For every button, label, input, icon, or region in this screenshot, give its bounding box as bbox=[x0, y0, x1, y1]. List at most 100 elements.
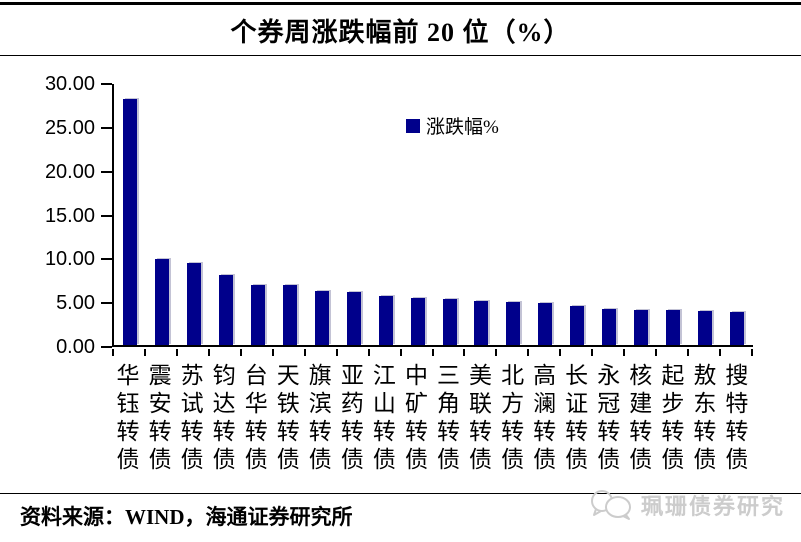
x-axis-label-char: 债 bbox=[308, 447, 332, 472]
x-axis-label-char: 铁 bbox=[276, 391, 300, 416]
x-axis-label-char: 安 bbox=[148, 391, 172, 416]
x-axis-label-char: 华 bbox=[116, 363, 140, 388]
x-axis-label: 搜特转债 bbox=[721, 362, 753, 480]
x-axis-tick bbox=[402, 349, 434, 356]
bar-钧达转债 bbox=[218, 274, 233, 345]
y-axis-tick bbox=[101, 170, 112, 173]
bar-cell bbox=[721, 84, 753, 345]
bar-永冠转债 bbox=[602, 309, 617, 345]
x-axis-tick bbox=[657, 349, 690, 356]
y-axis-tick-label: 5.00 bbox=[56, 292, 95, 315]
x-axis-label-char: 转 bbox=[597, 419, 621, 444]
x-axis-label-char: 债 bbox=[436, 447, 460, 472]
x-axis-label: 美联转债 bbox=[465, 362, 497, 480]
x-axis-tick bbox=[593, 349, 626, 356]
bar-cell bbox=[625, 84, 657, 345]
footer-divider bbox=[0, 493, 801, 494]
x-axis-label: 长证转债 bbox=[561, 362, 593, 480]
x-axis-tick bbox=[274, 349, 306, 356]
x-axis-tick bbox=[529, 349, 562, 356]
bar-核建转债 bbox=[634, 309, 649, 345]
x-axis-label-char: 起 bbox=[661, 363, 685, 388]
x-axis-label-char: 美 bbox=[469, 363, 493, 388]
x-axis-label-char: 转 bbox=[501, 419, 525, 444]
source-text: 资料来源：WIND，海通证券研究所 bbox=[20, 505, 353, 529]
x-axis-label-char: 东 bbox=[693, 391, 717, 416]
bar-cell bbox=[529, 84, 561, 345]
bar-cell bbox=[210, 84, 242, 345]
x-axis-label-char: 中 bbox=[404, 363, 428, 388]
x-axis-label-char: 钧 bbox=[212, 363, 236, 388]
x-axis-label-char: 核 bbox=[629, 363, 653, 388]
y-axis-tick bbox=[101, 83, 112, 85]
bar-中矿转债 bbox=[410, 297, 425, 345]
bar-cell bbox=[146, 84, 178, 345]
legend: 涨跌幅% bbox=[406, 112, 499, 139]
x-axis-label-char: 转 bbox=[469, 419, 493, 444]
x-axis-label-char: 华 bbox=[244, 391, 268, 416]
title-divider bbox=[0, 55, 801, 56]
x-axis-label-char: 证 bbox=[565, 391, 589, 416]
x-axis-label-char: 债 bbox=[212, 447, 236, 472]
x-axis-label-char: 转 bbox=[340, 419, 364, 444]
x-axis-label-char: 转 bbox=[661, 419, 685, 444]
x-axis-label-char: 转 bbox=[533, 419, 557, 444]
x-axis-label-char: 亚 bbox=[340, 363, 364, 388]
x-axis-label-char: 债 bbox=[565, 447, 589, 472]
x-axis-label-char: 债 bbox=[276, 447, 300, 472]
chart-title: 个券周涨跌幅前 20 位（%） bbox=[230, 18, 571, 47]
bar-cell bbox=[497, 84, 529, 345]
x-axis-label-char: 转 bbox=[308, 419, 332, 444]
x-axis-label-char: 三 bbox=[436, 363, 460, 388]
x-axis-label-char: 滨 bbox=[308, 391, 332, 416]
bar-cell bbox=[593, 84, 625, 345]
x-axis-label-char: 债 bbox=[116, 447, 140, 472]
x-axis-label-char: 达 bbox=[212, 391, 236, 416]
x-axis-label-char: 特 bbox=[725, 391, 749, 416]
x-axis-tick bbox=[434, 349, 466, 356]
bar-series bbox=[114, 84, 753, 345]
y-axis-tick bbox=[101, 258, 112, 261]
bar-苏试转债 bbox=[186, 262, 201, 345]
x-axis-label: 旗滨转债 bbox=[304, 362, 336, 480]
x-axis-label-char: 债 bbox=[693, 447, 717, 472]
x-axis-label-char: 苏 bbox=[180, 363, 204, 388]
bar-江山转债 bbox=[378, 295, 393, 345]
x-axis-tick bbox=[721, 349, 754, 356]
bar-cell bbox=[657, 84, 689, 345]
x-axis-label-char: 债 bbox=[501, 447, 525, 472]
bar-cell bbox=[114, 84, 146, 345]
x-axis-label-char: 山 bbox=[372, 391, 396, 416]
x-axis-label-char: 建 bbox=[629, 391, 653, 416]
bar-旗滨转债 bbox=[314, 290, 329, 345]
x-axis-label-char: 澜 bbox=[533, 391, 557, 416]
x-axis-label-char: 转 bbox=[372, 419, 396, 444]
x-axis-label-char: 债 bbox=[661, 447, 685, 472]
top-divider bbox=[0, 2, 801, 5]
bar-cell bbox=[338, 84, 370, 345]
x-axis-label-char: 债 bbox=[597, 447, 621, 472]
x-axis-label: 江山转债 bbox=[368, 362, 400, 480]
x-axis-tick bbox=[465, 349, 498, 356]
bar-台华转债 bbox=[250, 284, 265, 345]
x-axis-label-char: 转 bbox=[148, 419, 172, 444]
y-axis-tick-label: 20.00 bbox=[44, 160, 95, 183]
bar-华钰转债 bbox=[122, 98, 137, 345]
x-axis-tick bbox=[625, 349, 658, 356]
x-axis-tick bbox=[114, 349, 146, 356]
legend-label: 涨跌幅% bbox=[426, 117, 499, 138]
bar-高澜转债 bbox=[538, 302, 553, 345]
x-axis-label-char: 永 bbox=[597, 363, 621, 388]
x-axis-label-char: 角 bbox=[436, 391, 460, 416]
y-axis-tick bbox=[101, 214, 112, 217]
x-axis-label: 起步转债 bbox=[657, 362, 689, 480]
bar-震安转债 bbox=[154, 259, 169, 345]
x-axis-tick bbox=[338, 349, 370, 356]
x-axis-label-char: 债 bbox=[725, 447, 749, 472]
x-axis-tick bbox=[497, 349, 530, 356]
bar-cell bbox=[561, 84, 593, 345]
y-axis-tick-label: 30.00 bbox=[44, 73, 95, 95]
x-axis-label-char: 转 bbox=[180, 419, 204, 444]
x-axis-label: 核建转债 bbox=[625, 362, 657, 480]
x-axis-label-char: 台 bbox=[244, 363, 268, 388]
